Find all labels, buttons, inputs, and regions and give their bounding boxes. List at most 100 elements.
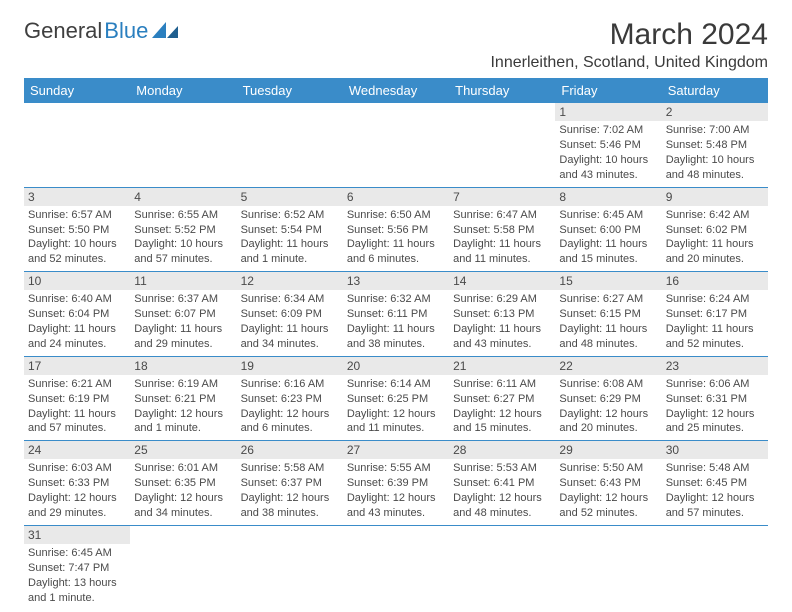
sunrise-text: Sunrise: 6:27 AM [559, 292, 657, 307]
day-number: 6 [343, 188, 449, 206]
day-cell: 17Sunrise: 6:21 AMSunset: 6:19 PMDayligh… [24, 356, 130, 441]
sunrise-text: Sunrise: 6:45 AM [559, 208, 657, 223]
calendar-row: 1 Sunrise: 7:02 AM Sunset: 5:46 PM Dayli… [24, 103, 768, 187]
weekday-header: Friday [555, 78, 661, 103]
sunset-text: Sunset: 5:56 PM [347, 223, 445, 238]
daylight-text: Daylight: 12 hours and 25 minutes. [666, 407, 764, 437]
sunset-text: Sunset: 6:07 PM [134, 307, 232, 322]
calendar-row: 3Sunrise: 6:57 AMSunset: 5:50 PMDaylight… [24, 187, 768, 272]
sunset-text: Sunset: 6:02 PM [666, 223, 764, 238]
empty-cell [130, 525, 236, 609]
day-number: 11 [130, 272, 236, 290]
sunset-text: Sunset: 6:33 PM [28, 476, 126, 491]
day-cell: 29Sunrise: 5:50 AMSunset: 6:43 PMDayligh… [555, 441, 661, 526]
day-cell: 23Sunrise: 6:06 AMSunset: 6:31 PMDayligh… [662, 356, 768, 441]
day-number: 25 [130, 441, 236, 459]
day-cell: 20Sunrise: 6:14 AMSunset: 6:25 PMDayligh… [343, 356, 449, 441]
daylight-text: Daylight: 11 hours and 15 minutes. [559, 237, 657, 267]
empty-cell [237, 103, 343, 187]
day-number: 14 [449, 272, 555, 290]
sunset-text: Sunset: 6:11 PM [347, 307, 445, 322]
daylight-text: Daylight: 12 hours and 34 minutes. [134, 491, 232, 521]
sunrise-text: Sunrise: 6:57 AM [28, 208, 126, 223]
day-cell: 11Sunrise: 6:37 AMSunset: 6:07 PMDayligh… [130, 272, 236, 357]
sunrise-text: Sunrise: 6:34 AM [241, 292, 339, 307]
sunset-text: Sunset: 5:50 PM [28, 223, 126, 238]
calendar-row: 31Sunrise: 6:45 AMSunset: 7:47 PMDayligh… [24, 525, 768, 609]
daylight-text: Daylight: 12 hours and 15 minutes. [453, 407, 551, 437]
daylight-text: Daylight: 11 hours and 24 minutes. [28, 322, 126, 352]
calendar-table: Sunday Monday Tuesday Wednesday Thursday… [24, 78, 768, 609]
day-number: 17 [24, 357, 130, 375]
day-number: 12 [237, 272, 343, 290]
sunset-text: Sunset: 6:37 PM [241, 476, 339, 491]
day-cell: 26Sunrise: 5:58 AMSunset: 6:37 PMDayligh… [237, 441, 343, 526]
day-number: 7 [449, 188, 555, 206]
day-cell: 18Sunrise: 6:19 AMSunset: 6:21 PMDayligh… [130, 356, 236, 441]
sunset-text: Sunset: 6:43 PM [559, 476, 657, 491]
sunset-text: Sunset: 5:52 PM [134, 223, 232, 238]
title-block: March 2024 Innerleithen, Scotland, Unite… [490, 18, 768, 72]
daylight-text: Daylight: 11 hours and 43 minutes. [453, 322, 551, 352]
sunset-text: Sunset: 6:27 PM [453, 392, 551, 407]
daylight-text: Daylight: 12 hours and 43 minutes. [347, 491, 445, 521]
month-title: March 2024 [490, 18, 768, 52]
daylight-text: Daylight: 11 hours and 29 minutes. [134, 322, 232, 352]
sunset-text: Sunset: 6:21 PM [134, 392, 232, 407]
sunrise-text: Sunrise: 5:58 AM [241, 461, 339, 476]
sunset-text: Sunset: 5:54 PM [241, 223, 339, 238]
sunrise-text: Sunrise: 5:50 AM [559, 461, 657, 476]
day-cell: 22Sunrise: 6:08 AMSunset: 6:29 PMDayligh… [555, 356, 661, 441]
daylight-text: Daylight: 12 hours and 57 minutes. [666, 491, 764, 521]
empty-cell [449, 103, 555, 187]
daylight-text: Daylight: 10 hours and 48 minutes. [666, 153, 764, 183]
day-cell: 6Sunrise: 6:50 AMSunset: 5:56 PMDaylight… [343, 187, 449, 272]
location-subtitle: Innerleithen, Scotland, United Kingdom [490, 54, 768, 72]
sunset-text: Sunset: 6:41 PM [453, 476, 551, 491]
daylight-text: Daylight: 13 hours and 1 minute. [28, 576, 126, 606]
weekday-header: Wednesday [343, 78, 449, 103]
daylight-text: Daylight: 12 hours and 1 minute. [134, 407, 232, 437]
sunset-text: Sunset: 6:04 PM [28, 307, 126, 322]
sunrise-text: Sunrise: 5:48 AM [666, 461, 764, 476]
weekday-header: Monday [130, 78, 236, 103]
day-cell: 31Sunrise: 6:45 AMSunset: 7:47 PMDayligh… [24, 525, 130, 609]
sunset-text: Sunset: 5:48 PM [666, 138, 764, 153]
daylight-text: Daylight: 11 hours and 34 minutes. [241, 322, 339, 352]
sunset-text: Sunset: 6:35 PM [134, 476, 232, 491]
sunrise-text: Sunrise: 6:16 AM [241, 377, 339, 392]
day-cell: 12Sunrise: 6:34 AMSunset: 6:09 PMDayligh… [237, 272, 343, 357]
sunrise-text: Sunrise: 6:21 AM [28, 377, 126, 392]
sunset-text: Sunset: 6:19 PM [28, 392, 126, 407]
sunset-text: Sunset: 7:47 PM [28, 561, 126, 576]
daylight-text: Daylight: 12 hours and 29 minutes. [28, 491, 126, 521]
sunrise-text: Sunrise: 6:29 AM [453, 292, 551, 307]
day-number: 18 [130, 357, 236, 375]
daylight-text: Daylight: 10 hours and 52 minutes. [28, 237, 126, 267]
day-cell: 25Sunrise: 6:01 AMSunset: 6:35 PMDayligh… [130, 441, 236, 526]
sunset-text: Sunset: 6:15 PM [559, 307, 657, 322]
day-cell: 14Sunrise: 6:29 AMSunset: 6:13 PMDayligh… [449, 272, 555, 357]
day-number: 21 [449, 357, 555, 375]
day-number: 2 [662, 103, 768, 121]
sunset-text: Sunset: 5:58 PM [453, 223, 551, 238]
day-number: 27 [343, 441, 449, 459]
empty-cell [555, 525, 661, 609]
sunset-text: Sunset: 6:25 PM [347, 392, 445, 407]
calendar-row: 24Sunrise: 6:03 AMSunset: 6:33 PMDayligh… [24, 441, 768, 526]
day-cell: 27Sunrise: 5:55 AMSunset: 6:39 PMDayligh… [343, 441, 449, 526]
page-header: GeneralBlue March 2024 Innerleithen, Sco… [24, 18, 768, 72]
day-number: 24 [24, 441, 130, 459]
day-number: 3 [24, 188, 130, 206]
daylight-text: Daylight: 11 hours and 6 minutes. [347, 237, 445, 267]
sunrise-text: Sunrise: 6:11 AM [453, 377, 551, 392]
sunrise-text: Sunrise: 6:45 AM [28, 546, 126, 561]
calendar-row: 10Sunrise: 6:40 AMSunset: 6:04 PMDayligh… [24, 272, 768, 357]
day-number: 5 [237, 188, 343, 206]
sunset-text: Sunset: 6:31 PM [666, 392, 764, 407]
daylight-text: Daylight: 12 hours and 38 minutes. [241, 491, 339, 521]
sunset-text: Sunset: 6:23 PM [241, 392, 339, 407]
sunrise-text: Sunrise: 6:40 AM [28, 292, 126, 307]
daylight-text: Daylight: 11 hours and 1 minute. [241, 237, 339, 267]
sunrise-text: Sunrise: 6:47 AM [453, 208, 551, 223]
